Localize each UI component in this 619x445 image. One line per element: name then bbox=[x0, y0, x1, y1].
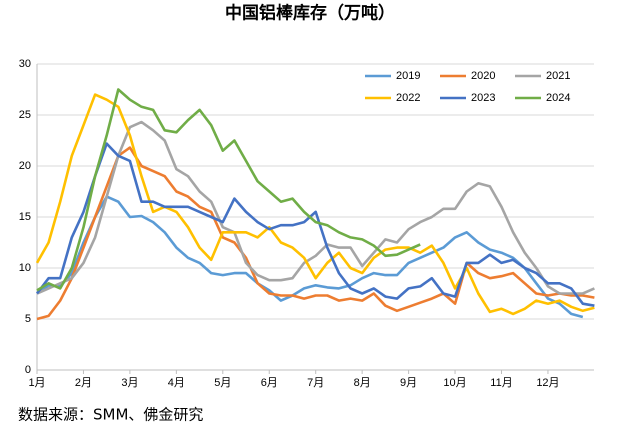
x-tick-label: 7月 bbox=[307, 377, 324, 389]
series-line bbox=[36, 120, 595, 295]
y-tick-label: 0 bbox=[25, 364, 31, 376]
legend-label: 2020 bbox=[471, 70, 495, 82]
x-tick-label: 10月 bbox=[443, 377, 466, 389]
y-tick-label: 25 bbox=[19, 109, 31, 121]
x-tick-label: 4月 bbox=[168, 377, 185, 389]
legend-label: 2022 bbox=[396, 92, 420, 104]
series-line bbox=[35, 142, 595, 307]
series-line bbox=[36, 195, 584, 319]
y-tick-label: 30 bbox=[19, 58, 31, 70]
x-tick-label: 1月 bbox=[28, 377, 45, 389]
x-tick-label: 12月 bbox=[536, 377, 559, 389]
legend-label: 2019 bbox=[396, 70, 420, 82]
legend-label: 2023 bbox=[471, 92, 495, 104]
source-note: 数据来源：SMM、佛金研究 bbox=[18, 406, 203, 424]
series-line bbox=[36, 88, 421, 292]
series-line bbox=[35, 93, 595, 316]
chart-title: 中国铝棒库存（万吨） bbox=[225, 3, 395, 24]
y-tick-label: 5 bbox=[25, 313, 31, 325]
x-tick-label: 9月 bbox=[400, 377, 417, 389]
x-tick-label: 3月 bbox=[121, 377, 138, 389]
x-tick-label: 5月 bbox=[214, 377, 231, 389]
y-tick-label: 10 bbox=[19, 262, 31, 274]
x-tick-label: 2月 bbox=[75, 377, 92, 389]
series-line bbox=[36, 146, 595, 321]
legend-label: 2024 bbox=[546, 92, 570, 104]
x-tick-label: 11月 bbox=[490, 377, 512, 389]
legend-label: 2021 bbox=[546, 70, 570, 82]
y-tick-label: 15 bbox=[19, 211, 31, 223]
x-tick-label: 8月 bbox=[354, 377, 371, 389]
x-tick-label: 6月 bbox=[261, 377, 278, 389]
y-tick-label: 20 bbox=[19, 160, 31, 172]
